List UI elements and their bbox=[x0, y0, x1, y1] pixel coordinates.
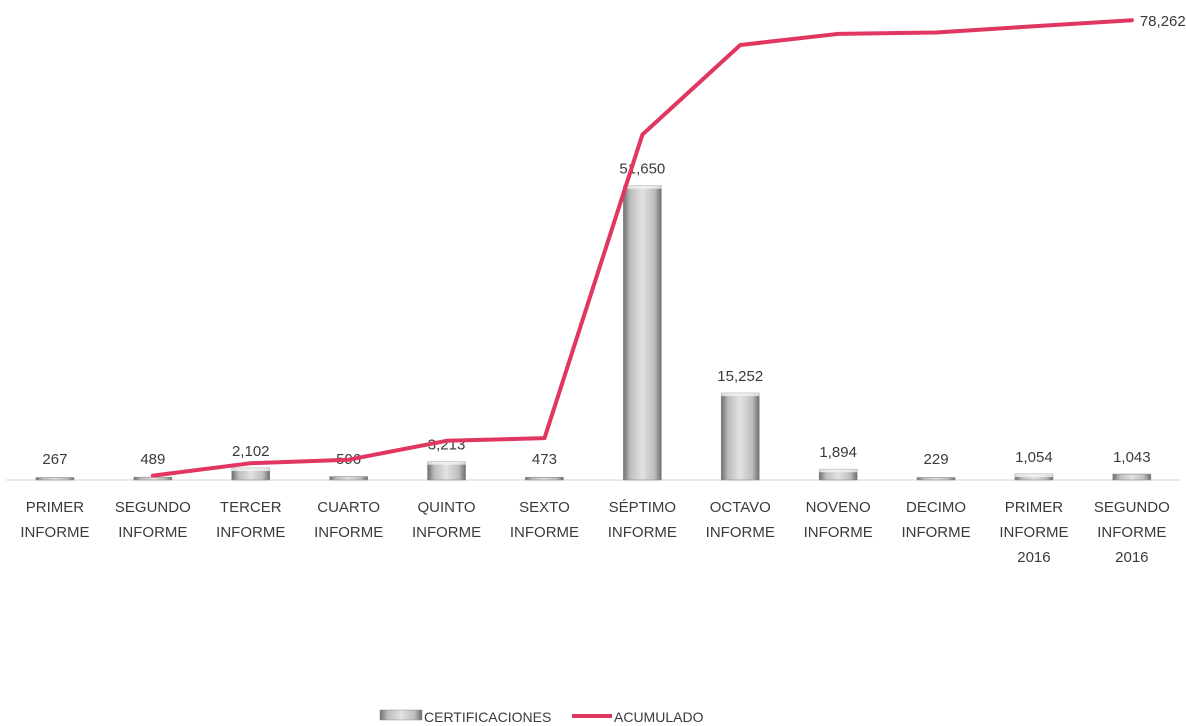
category-label-line: PRIMER bbox=[26, 499, 85, 516]
category-label: SEXTO INFORME bbox=[510, 499, 579, 541]
bar-value-label: 473 bbox=[532, 451, 557, 468]
category-label: QUINTO INFORME bbox=[412, 499, 481, 541]
category-label-line: 2016 bbox=[1017, 549, 1050, 566]
category-labels: PRIMER INFORME SEGUNDO INFORME TERCER INFORME… bbox=[20, 499, 1169, 566]
category-label: SEGUNDO INFORME 2016 bbox=[1094, 499, 1170, 566]
legend-label-line: ACUMULADO bbox=[614, 709, 704, 725]
bar-value-label: 51,650 bbox=[619, 161, 665, 178]
category-label-line: TERCER bbox=[220, 499, 282, 516]
bar bbox=[623, 186, 661, 480]
bar-top-highlight bbox=[721, 393, 759, 396]
bar-top-highlight bbox=[623, 186, 661, 189]
bar-value-label: 1,054 bbox=[1015, 449, 1053, 466]
bar-value-label: 1,043 bbox=[1113, 449, 1151, 466]
category-label-line: INFORME bbox=[118, 524, 187, 541]
category-label: DECIMO INFORME bbox=[901, 499, 970, 541]
bar-value-label: 267 bbox=[42, 451, 67, 468]
bar-top-highlight bbox=[1015, 474, 1053, 477]
category-label-line: DECIMO bbox=[906, 499, 966, 516]
bar-top-highlight bbox=[428, 462, 466, 465]
bar-value-label: 15,252 bbox=[717, 368, 763, 385]
category-label-line: INFORME bbox=[20, 524, 89, 541]
category-label-line: INFORME bbox=[901, 524, 970, 541]
bar-top-highlight bbox=[819, 469, 857, 472]
category-label: OCTAVO INFORME bbox=[706, 499, 775, 541]
category-label: CUARTO INFORME bbox=[314, 499, 383, 541]
category-label-line: SEGUNDO bbox=[115, 499, 191, 516]
category-label: SÉPTIMO INFORME bbox=[608, 499, 677, 541]
legend-label-bar: CERTIFICACIONES bbox=[424, 709, 551, 725]
bar bbox=[917, 478, 955, 481]
bar-top-highlight bbox=[232, 468, 270, 471]
bar-series bbox=[36, 186, 1151, 480]
category-label-line: INFORME bbox=[412, 524, 481, 541]
bar bbox=[525, 477, 563, 480]
category-label: TERCER INFORME bbox=[216, 499, 285, 541]
category-label-line: 2016 bbox=[1115, 549, 1148, 566]
category-label-line: SEXTO bbox=[519, 499, 570, 516]
category-label-line: OCTAVO bbox=[710, 499, 771, 516]
category-label-line: PRIMER bbox=[1005, 499, 1064, 516]
line-series: 78,262 bbox=[153, 13, 1186, 475]
category-label-line: NOVENO bbox=[806, 499, 871, 516]
category-label-line: INFORME bbox=[314, 524, 383, 541]
category-label-line: INFORME bbox=[706, 524, 775, 541]
bar-value-label: 489 bbox=[140, 451, 165, 468]
category-label-line: SEGUNDO bbox=[1094, 499, 1170, 516]
line-end-label: 78,262 bbox=[1140, 13, 1186, 30]
category-label-line: CUARTO bbox=[317, 499, 380, 516]
bar-value-label: 229 bbox=[924, 451, 949, 468]
legend-swatch-bar bbox=[380, 710, 422, 720]
category-label: NOVENO INFORME bbox=[804, 499, 873, 541]
bar bbox=[134, 477, 172, 480]
category-label: PRIMER INFORME 2016 bbox=[999, 499, 1068, 566]
bar-value-label: 1,894 bbox=[819, 444, 857, 461]
bar bbox=[1113, 474, 1151, 480]
category-label-line: INFORME bbox=[1097, 524, 1166, 541]
legend: CERTIFICACIONES ACUMULADO bbox=[380, 709, 704, 725]
bar bbox=[36, 478, 74, 481]
category-label: PRIMER INFORME bbox=[20, 499, 89, 541]
bar-value-label: 2,102 bbox=[232, 443, 270, 460]
category-label-line: SÉPTIMO bbox=[609, 499, 677, 516]
category-label-line: QUINTO bbox=[418, 499, 476, 516]
bar bbox=[721, 393, 759, 480]
category-label: SEGUNDO INFORME bbox=[115, 499, 191, 541]
category-label-line: INFORME bbox=[510, 524, 579, 541]
category-label-line: INFORME bbox=[999, 524, 1068, 541]
category-label-line: INFORME bbox=[216, 524, 285, 541]
category-label-line: INFORME bbox=[608, 524, 677, 541]
category-label-line: INFORME bbox=[804, 524, 873, 541]
bar bbox=[330, 477, 368, 480]
